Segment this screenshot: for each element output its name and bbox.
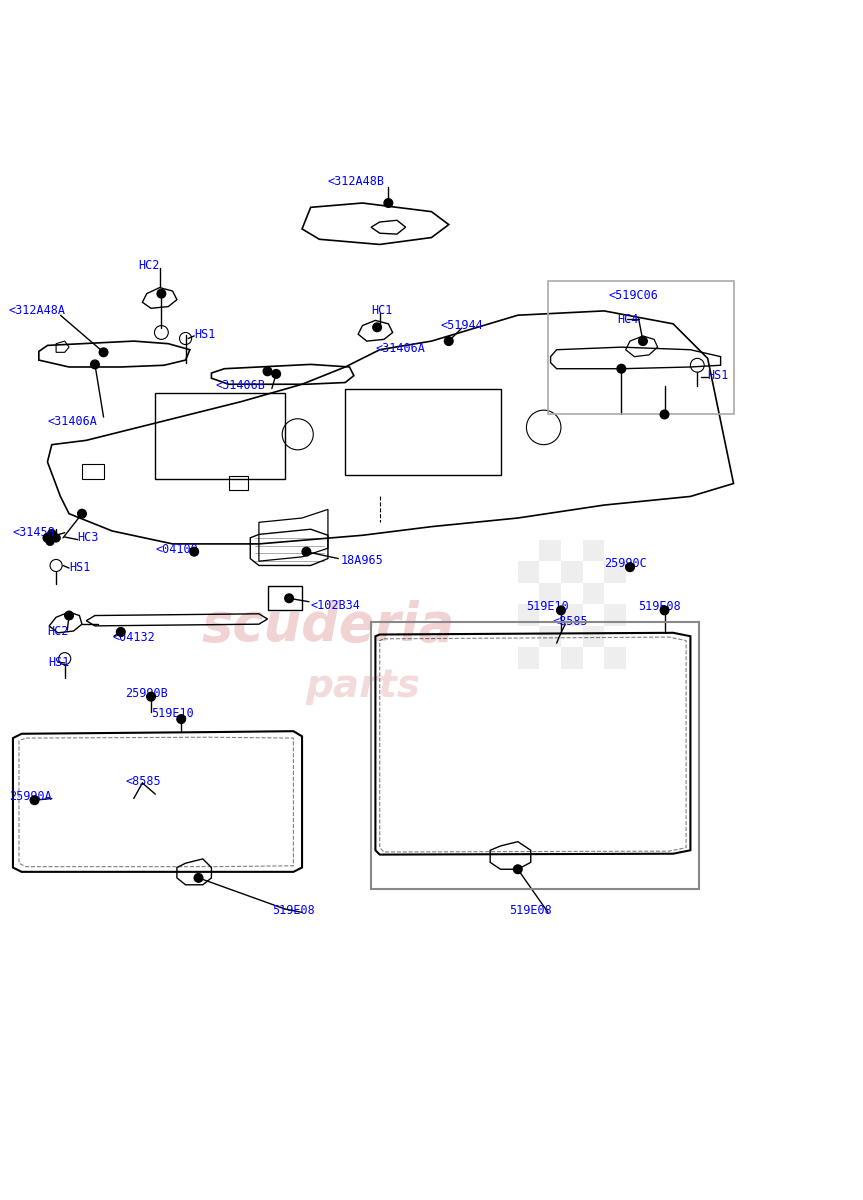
Circle shape — [302, 547, 311, 556]
FancyBboxPatch shape — [518, 562, 539, 583]
Text: HC3: HC3 — [78, 532, 99, 545]
FancyBboxPatch shape — [518, 626, 539, 648]
Text: 18A965: 18A965 — [341, 554, 384, 566]
Circle shape — [272, 370, 280, 378]
FancyBboxPatch shape — [583, 562, 604, 583]
Text: <312A48B: <312A48B — [328, 175, 385, 188]
Text: 519E08: 519E08 — [639, 600, 682, 613]
Circle shape — [65, 611, 73, 620]
FancyBboxPatch shape — [604, 626, 626, 648]
FancyBboxPatch shape — [561, 562, 583, 583]
FancyBboxPatch shape — [583, 540, 604, 562]
Text: scuderia: scuderia — [201, 600, 455, 652]
FancyBboxPatch shape — [539, 540, 561, 562]
Circle shape — [117, 628, 125, 636]
FancyBboxPatch shape — [518, 540, 539, 562]
FancyBboxPatch shape — [604, 648, 626, 670]
Text: HS1: HS1 — [708, 370, 729, 382]
Circle shape — [190, 547, 198, 556]
Text: <102B34: <102B34 — [311, 599, 361, 612]
Text: <31458: <31458 — [13, 526, 56, 539]
Circle shape — [52, 534, 60, 542]
FancyBboxPatch shape — [561, 626, 583, 648]
Text: <8585: <8585 — [125, 775, 161, 787]
Text: <04132: <04132 — [112, 631, 155, 643]
Text: <31406A: <31406A — [47, 415, 98, 428]
Text: 25990A: 25990A — [9, 791, 52, 803]
Text: <8585: <8585 — [552, 616, 588, 628]
Circle shape — [557, 606, 565, 614]
Circle shape — [78, 509, 86, 518]
Circle shape — [263, 367, 272, 376]
Text: HC2: HC2 — [138, 259, 160, 271]
Circle shape — [513, 865, 522, 874]
Circle shape — [47, 529, 56, 538]
FancyBboxPatch shape — [561, 605, 583, 626]
Circle shape — [30, 796, 39, 804]
Circle shape — [660, 410, 669, 419]
FancyBboxPatch shape — [583, 605, 604, 626]
Circle shape — [177, 715, 186, 724]
Text: HC2: HC2 — [47, 624, 69, 637]
FancyBboxPatch shape — [583, 626, 604, 648]
FancyBboxPatch shape — [583, 583, 604, 605]
FancyBboxPatch shape — [604, 540, 626, 562]
Text: 519E10: 519E10 — [151, 708, 194, 720]
FancyBboxPatch shape — [583, 648, 604, 670]
Text: <31406A: <31406A — [375, 342, 425, 354]
FancyBboxPatch shape — [561, 648, 583, 670]
FancyBboxPatch shape — [539, 583, 561, 605]
Text: <04100: <04100 — [155, 544, 198, 557]
FancyBboxPatch shape — [539, 626, 561, 648]
Circle shape — [660, 606, 669, 614]
Circle shape — [285, 594, 293, 602]
Text: 519E08: 519E08 — [509, 904, 552, 917]
Text: <312A48A: <312A48A — [9, 305, 66, 317]
FancyBboxPatch shape — [561, 583, 583, 605]
Circle shape — [373, 323, 381, 331]
Text: HC1: HC1 — [371, 305, 393, 317]
Text: 519E08: 519E08 — [272, 904, 315, 917]
FancyBboxPatch shape — [518, 648, 539, 670]
Text: <31406B: <31406B — [216, 379, 266, 392]
Text: HS1: HS1 — [48, 655, 70, 668]
Circle shape — [639, 337, 647, 346]
Circle shape — [626, 563, 634, 571]
Circle shape — [46, 538, 54, 546]
FancyBboxPatch shape — [561, 540, 583, 562]
Text: 25990B: 25990B — [125, 686, 168, 700]
Text: <519C06: <519C06 — [608, 289, 658, 302]
Text: 25990C: 25990C — [604, 557, 647, 570]
FancyBboxPatch shape — [604, 562, 626, 583]
Circle shape — [147, 692, 155, 701]
Circle shape — [91, 360, 99, 368]
FancyBboxPatch shape — [539, 562, 561, 583]
Text: HC4: HC4 — [617, 313, 639, 326]
Text: 519E10: 519E10 — [526, 600, 570, 613]
Circle shape — [617, 365, 626, 373]
FancyBboxPatch shape — [539, 605, 561, 626]
Circle shape — [444, 337, 453, 346]
Circle shape — [384, 199, 393, 208]
FancyBboxPatch shape — [539, 648, 561, 670]
Text: HS1: HS1 — [194, 328, 216, 341]
FancyBboxPatch shape — [604, 605, 626, 626]
Circle shape — [99, 348, 108, 356]
FancyBboxPatch shape — [518, 583, 539, 605]
Text: parts: parts — [305, 667, 420, 706]
FancyBboxPatch shape — [604, 583, 626, 605]
FancyBboxPatch shape — [518, 605, 539, 626]
Text: HS1: HS1 — [69, 560, 91, 574]
Circle shape — [157, 289, 166, 298]
Circle shape — [194, 874, 203, 882]
Text: <51944: <51944 — [440, 319, 483, 332]
Circle shape — [43, 534, 52, 542]
